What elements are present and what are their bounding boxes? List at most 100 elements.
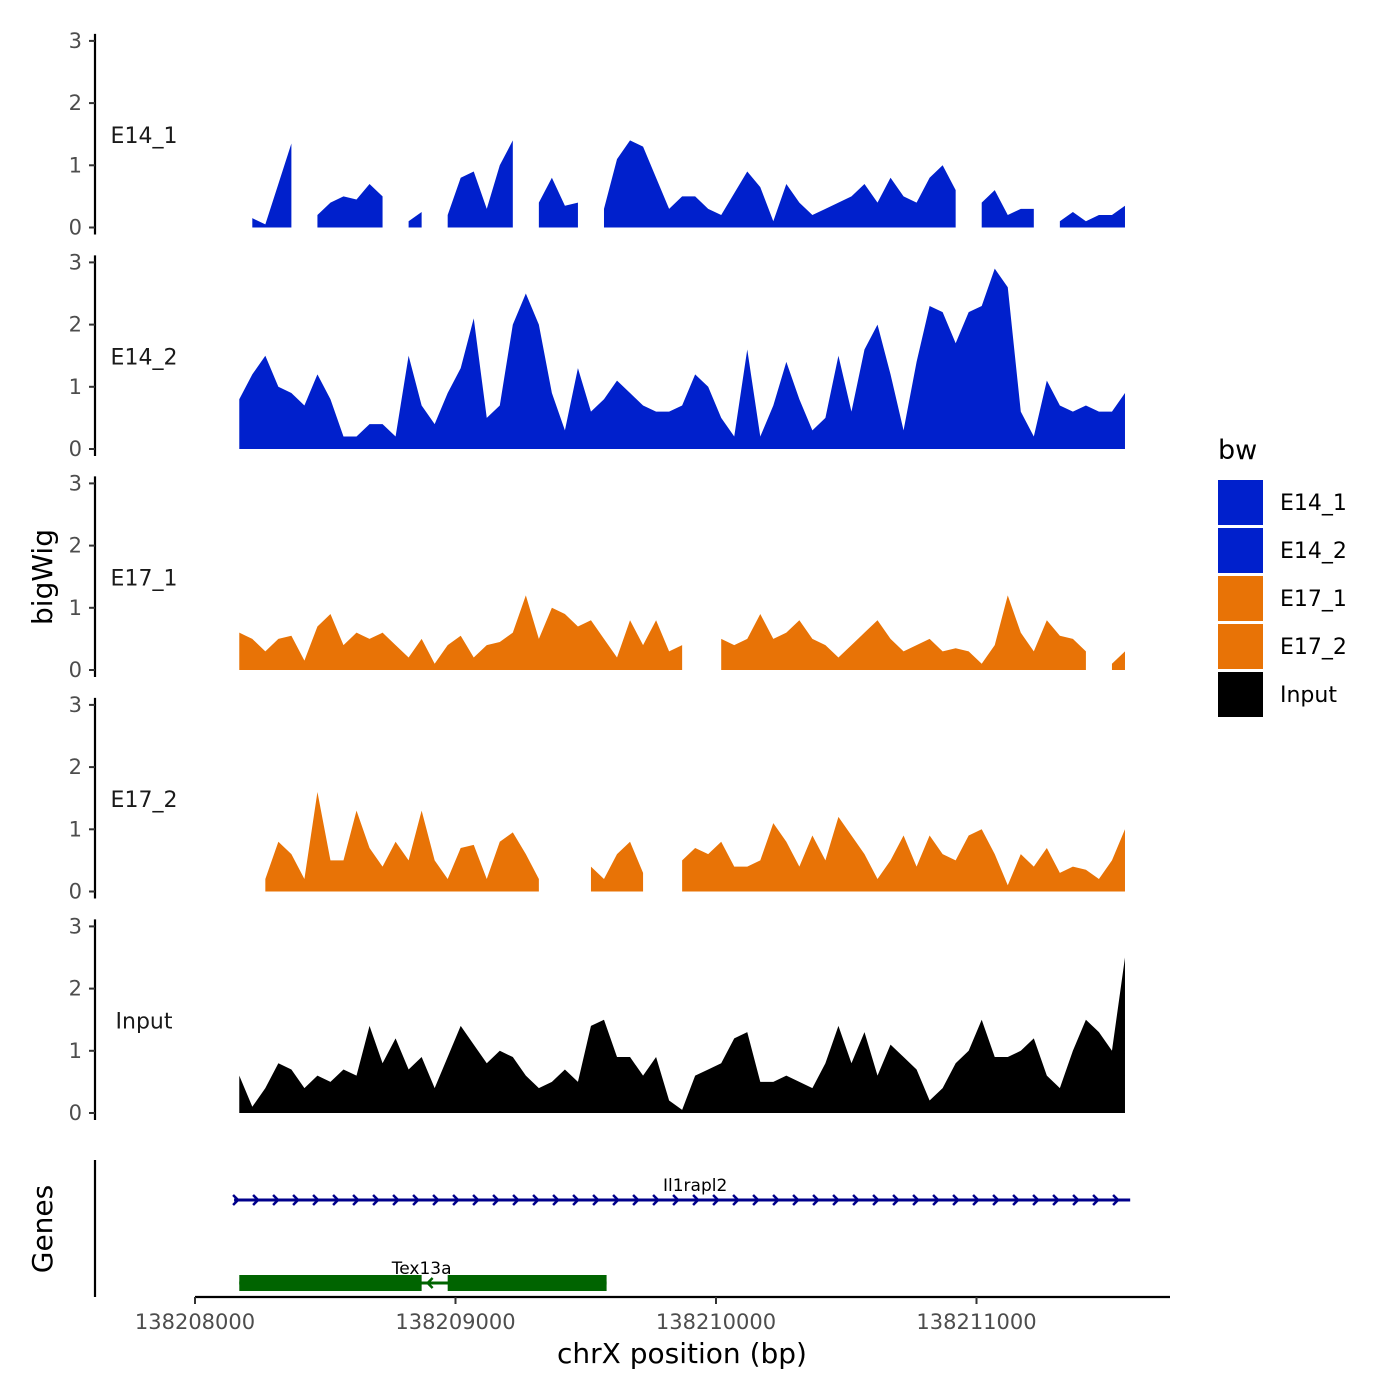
- track-label: E17_2: [111, 788, 178, 813]
- y-tick-label: 1: [69, 375, 82, 399]
- strand-chevron: [892, 1194, 900, 1206]
- track-label: E14_2: [111, 346, 178, 371]
- bigwig-tracks: 0 1 2 3 E14_1 0 1 2 3 E14_2 0 1 2 3 E17_1 0 1 2 3 E17_2 0 1 2 3…: [69, 29, 1125, 1125]
- y-tick-label: 1: [69, 153, 82, 177]
- y-tick-label: 1: [69, 1039, 82, 1063]
- y-axis-title: bigWig: [26, 529, 59, 625]
- y-tick-label: 0: [69, 437, 82, 461]
- strand-chevron: [252, 1194, 260, 1206]
- strand-chevron: [392, 1194, 400, 1206]
- y-tick-label: 2: [69, 313, 82, 337]
- signal-area: [252, 143, 292, 228]
- legend-item: Input: [1218, 672, 1337, 717]
- y-tick-label: 3: [69, 914, 82, 938]
- strand-chevron: [572, 1194, 580, 1206]
- track-e17-1: 0 1 2 3 E17_1: [69, 471, 1125, 682]
- signal-area: [1111, 651, 1125, 670]
- signal-area: [239, 595, 683, 670]
- legend-title: bw: [1218, 435, 1257, 466]
- gene-il1rapl2: Il1rapl2: [232, 1176, 1131, 1206]
- y-tick-label: 2: [69, 534, 82, 558]
- strand-chevron: [512, 1194, 520, 1206]
- strand-chevron: [472, 1194, 480, 1206]
- x-tick-label: 138208000: [135, 1310, 255, 1334]
- signal-area: [265, 791, 539, 892]
- signal-area: [682, 816, 1125, 892]
- legend-item: E17_2: [1218, 624, 1347, 669]
- strand-chevron: [812, 1194, 820, 1206]
- strand-chevron: [532, 1194, 540, 1206]
- strand-chevron: [312, 1194, 320, 1206]
- strand-chevron: [972, 1194, 980, 1206]
- legend-swatch: [1218, 480, 1263, 525]
- track-input: 0 1 2 3 Input: [69, 914, 1125, 1125]
- legend: bw E14_1 E14_2 E17_1 E17_2 Input: [1218, 435, 1347, 717]
- strand-chevron: [912, 1194, 920, 1206]
- legend-label: E17_2: [1280, 635, 1347, 660]
- strand-chevron: [672, 1194, 680, 1206]
- strand-chevron: [1012, 1194, 1020, 1206]
- x-axis-title: chrX position (bp): [557, 1337, 807, 1370]
- strand-chevron: [712, 1194, 720, 1206]
- strand-chevron: [692, 1194, 700, 1206]
- strand-chevron: [652, 1194, 660, 1206]
- signal-area: [590, 841, 644, 892]
- legend-item: E14_1: [1218, 480, 1347, 525]
- y-tick-label: 3: [69, 250, 82, 274]
- strand-chevron: [272, 1194, 280, 1206]
- strand-chevron: [872, 1194, 880, 1206]
- strand-chevron: [732, 1194, 740, 1206]
- legend-swatch: [1218, 672, 1263, 717]
- strand-chevron: [352, 1194, 360, 1206]
- strand-chevron: [612, 1194, 620, 1206]
- track-e17-2: 0 1 2 3 E17_2: [69, 693, 1125, 904]
- strand-chevron: [992, 1194, 1000, 1206]
- signal-area: [1059, 205, 1125, 228]
- strand-chevron: [952, 1194, 960, 1206]
- y-tick-label: 3: [69, 693, 82, 717]
- legend-swatch: [1218, 576, 1263, 621]
- exon: [447, 1275, 607, 1291]
- signal-area: [317, 183, 383, 228]
- y-tick-label: 0: [69, 1101, 82, 1125]
- strand-chevron: [832, 1194, 840, 1206]
- x-tick-label: 138211000: [916, 1310, 1036, 1334]
- strand-chevron: [452, 1194, 460, 1206]
- y-tick-label: 2: [69, 755, 82, 779]
- track-e14-1: 0 1 2 3 E14_1: [69, 29, 1125, 240]
- strand-chevron: [412, 1194, 420, 1206]
- strand-chevron: [1072, 1194, 1080, 1206]
- strand-chevron: [292, 1194, 300, 1206]
- x-tick-label: 138210000: [656, 1310, 776, 1334]
- y-tick-label: 0: [69, 658, 82, 682]
- track-label: E14_1: [111, 124, 178, 149]
- legend-swatch: [1218, 528, 1263, 573]
- strand-chevron: [232, 1194, 240, 1206]
- strand-chevron: [1112, 1194, 1120, 1206]
- strand-chevron: [492, 1194, 500, 1206]
- legend-label: Input: [1280, 683, 1337, 708]
- y-tick-label: 1: [69, 596, 82, 620]
- legend-label: E14_1: [1280, 491, 1347, 516]
- gene-models: Il1rapl2 Tex13a: [232, 1176, 1131, 1291]
- signal-area: [239, 957, 1125, 1113]
- x-tick-label: 138209000: [395, 1310, 515, 1334]
- strand-chevron: [1032, 1194, 1040, 1206]
- strand-chevron: [632, 1194, 640, 1206]
- strand-chevron: [752, 1194, 760, 1206]
- strand-chevron: [1052, 1194, 1060, 1206]
- strand-chevron: [772, 1194, 780, 1206]
- exon: [239, 1275, 422, 1291]
- signal-area: [408, 211, 422, 228]
- y-tick-label: 2: [69, 977, 82, 1001]
- track-label: Input: [116, 1010, 173, 1035]
- track-e14-2: 0 1 2 3 E14_2: [69, 250, 1125, 461]
- strand-chevron: [552, 1194, 560, 1206]
- signal-area: [603, 140, 956, 228]
- signal-area: [447, 140, 513, 228]
- signal-area: [538, 177, 578, 228]
- gene-name-label: Tex13a: [391, 1259, 452, 1279]
- strand-chevron: [432, 1194, 440, 1206]
- strand-chevron: [932, 1194, 940, 1206]
